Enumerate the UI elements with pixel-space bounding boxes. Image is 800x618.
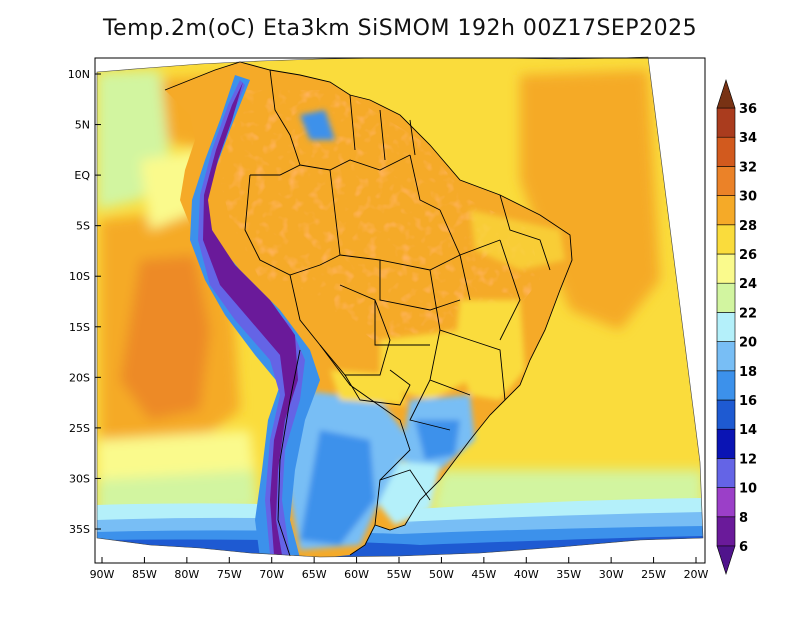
brazil-state-lines <box>329 154 551 431</box>
colorbar-segment <box>716 399 736 430</box>
colorbar-label: 28 <box>739 219 757 234</box>
colorbar-segment <box>716 428 736 459</box>
border-uruguay <box>379 469 431 501</box>
colorbar-label: 32 <box>739 160 757 175</box>
colorbar-label: 12 <box>739 452 757 467</box>
lat-tick-label: 35S <box>69 523 90 536</box>
border-argentina-chile <box>277 349 301 557</box>
lon-tick-label: 90W <box>90 568 115 581</box>
lat-tick-label: 10S <box>69 270 90 283</box>
lon-tick-label: 60W <box>344 568 369 581</box>
colorbar-label: 8 <box>739 511 748 526</box>
pacific-cool-zone-south <box>97 430 255 480</box>
andes-high-peaks <box>203 82 298 555</box>
lat-tick-label: 15S <box>69 321 90 334</box>
border-venezuela-brazil <box>299 154 411 171</box>
colorbar-segment <box>716 370 736 401</box>
colorbar-segment <box>716 136 736 167</box>
border-colombia-venezuela <box>250 69 301 176</box>
colorbar-label: 36 <box>739 102 757 117</box>
colorbar-segment <box>716 312 736 342</box>
colorbar-segment <box>716 195 736 226</box>
lat-tick-label: 5N <box>75 119 90 132</box>
colorbar-segment <box>716 107 736 138</box>
colorbar-under-arrow <box>716 545 736 575</box>
land-southern-cone-mid <box>300 430 375 545</box>
lon-tick-label: 25W <box>641 568 666 581</box>
border-guianas <box>349 94 416 161</box>
colorbar-label: 26 <box>739 248 757 263</box>
domain-outline <box>96 56 704 558</box>
colorbar-segment <box>716 282 736 313</box>
lat-tick-label: EQ <box>74 169 90 182</box>
land-mild-plateau <box>380 330 470 400</box>
colorbar-segment <box>716 341 736 372</box>
colorbar-label: 16 <box>739 394 757 409</box>
colorbar-segment <box>716 166 736 196</box>
border-argentina-north <box>319 344 411 526</box>
lat-tick-label: 10N <box>68 68 90 81</box>
lon-tick-label: 65W <box>302 568 327 581</box>
colorbar-segment <box>716 487 736 518</box>
pacific-warm-core <box>120 255 210 420</box>
colorbar-label: 30 <box>739 190 757 205</box>
lon-tick-label: 55W <box>387 568 412 581</box>
lat-tick-label: 20S <box>69 371 90 384</box>
lon-tick-label: 85W <box>132 568 157 581</box>
lon-tick-label: 40W <box>514 568 539 581</box>
colorbar: 36 34 32 30 28 26 24 22 20 18 16 14 12 10 8 6 <box>716 79 757 575</box>
colorbar-over-arrow <box>716 79 736 109</box>
lon-tick-label: 45W <box>471 568 496 581</box>
lon-tick-label: 20W <box>684 568 709 581</box>
colorbar-label: 22 <box>739 306 757 321</box>
lon-tick-label: 35W <box>556 568 581 581</box>
colorbar-segment <box>716 253 736 284</box>
lat-tick-label: 25S <box>69 422 90 435</box>
colorbar-segment <box>716 458 736 488</box>
colorbar-label: 10 <box>739 482 757 497</box>
lat-tick-label: 30S <box>69 472 90 485</box>
lat-tick-label: 5S <box>76 220 90 233</box>
colorbar-label: 14 <box>739 423 757 438</box>
colorbar-label: 18 <box>739 365 757 380</box>
lon-tick-label: 70W <box>259 568 284 581</box>
political-borders <box>164 61 573 557</box>
map-title: Temp.2m(oC) Eta3km SiSMOM 192h 00Z17SEP2… <box>102 16 698 41</box>
lon-tick-label: 80W <box>174 568 199 581</box>
longitude-axis: 90W 85W 80W 75W 70W 65W 60W 55W 50W 45W 40W 35W 30W 2… <box>90 557 709 581</box>
axis-frame <box>94 57 706 564</box>
lon-tick-label: 30W <box>599 568 624 581</box>
lon-tick-label: 50W <box>429 568 454 581</box>
colorbar-label: 20 <box>739 336 757 351</box>
land-venezuela-cool <box>300 110 335 140</box>
colorbar-segment <box>716 224 736 255</box>
border-peru-brazil <box>244 174 341 276</box>
coastline <box>164 61 573 556</box>
temperature-field <box>97 57 703 557</box>
land-northern-plains <box>330 370 405 405</box>
colorbar-segment <box>716 516 736 547</box>
colorbar-label: 24 <box>739 277 757 292</box>
land-northeast-warm <box>470 210 565 270</box>
border-paraguay <box>344 369 411 406</box>
border-bolivia <box>289 274 391 376</box>
lon-tick-label: 75W <box>217 568 242 581</box>
colorbar-label: 6 <box>739 540 748 555</box>
colorbar-label: 34 <box>739 131 757 146</box>
latitude-axis: 10N 5N EQ 5S 10S 15S 20S 25S 30S 35S <box>68 68 101 536</box>
